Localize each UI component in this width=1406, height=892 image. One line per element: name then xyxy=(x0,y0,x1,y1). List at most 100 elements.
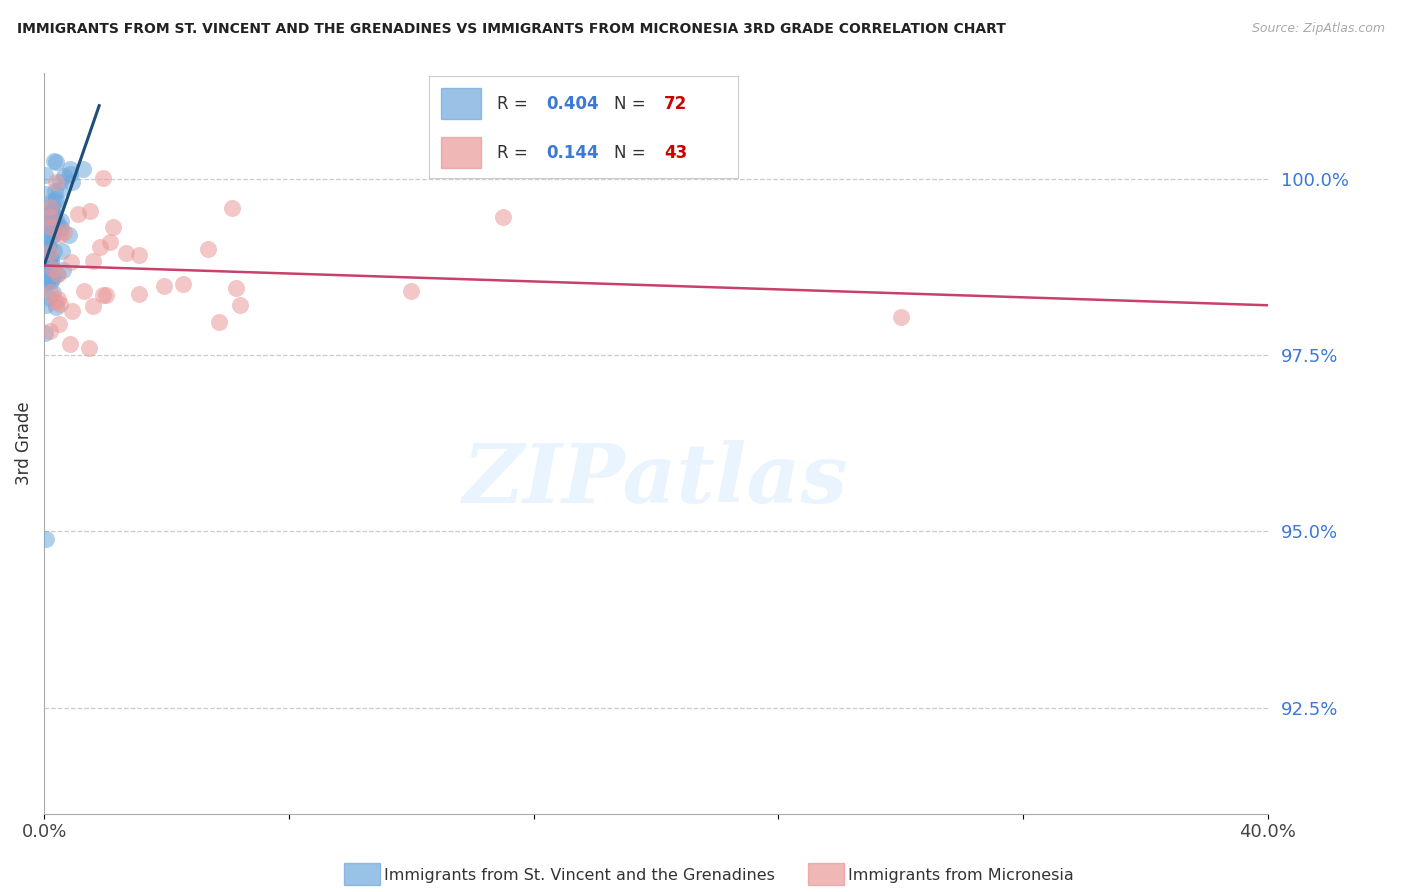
Point xyxy=(42,227,65,242)
Text: Immigrants from St. Vincent and the Grenadines: Immigrants from St. Vincent and the Gren… xyxy=(384,869,775,883)
Point xyxy=(45,294,67,309)
Point xyxy=(42,268,65,283)
Point xyxy=(35,242,58,256)
Point xyxy=(35,263,58,277)
Point xyxy=(45,192,67,206)
Text: Source: ZipAtlas.com: Source: ZipAtlas.com xyxy=(1251,22,1385,36)
Point xyxy=(41,205,63,219)
Point xyxy=(37,222,59,236)
Point xyxy=(35,250,58,264)
Point xyxy=(152,279,174,293)
Point xyxy=(44,194,66,208)
Point xyxy=(62,304,84,318)
Point xyxy=(48,183,70,197)
Point xyxy=(39,219,62,234)
Point xyxy=(39,255,62,269)
Point xyxy=(172,277,194,291)
Text: R =: R = xyxy=(496,95,533,112)
Point xyxy=(39,200,62,214)
Point xyxy=(34,220,56,235)
Point xyxy=(38,251,60,265)
Point xyxy=(48,317,70,331)
Point xyxy=(38,292,60,306)
Text: R =: R = xyxy=(496,144,533,161)
Point xyxy=(128,248,150,262)
Text: N =: N = xyxy=(614,95,651,112)
Point xyxy=(35,272,58,286)
Point xyxy=(34,214,56,228)
Point xyxy=(38,258,60,272)
Point xyxy=(79,204,101,219)
Text: N =: N = xyxy=(614,144,651,161)
Point xyxy=(82,299,104,313)
Point xyxy=(49,220,72,235)
Point xyxy=(34,209,56,223)
Point xyxy=(39,225,62,239)
Point xyxy=(52,263,75,277)
Point xyxy=(37,272,59,286)
Point xyxy=(492,210,515,224)
Point xyxy=(39,274,62,288)
Point xyxy=(399,284,422,298)
Point xyxy=(37,275,59,289)
Point xyxy=(45,175,67,189)
Point xyxy=(225,281,247,295)
Point xyxy=(48,293,70,307)
Point xyxy=(34,298,56,312)
Point xyxy=(77,341,100,355)
Point xyxy=(41,194,63,208)
Text: 43: 43 xyxy=(664,144,688,161)
Point xyxy=(73,285,96,299)
Point xyxy=(34,276,56,290)
Point xyxy=(98,235,121,250)
Point xyxy=(35,235,58,250)
Point xyxy=(59,254,82,268)
Point xyxy=(38,254,60,268)
Point xyxy=(101,219,124,234)
FancyBboxPatch shape xyxy=(441,137,481,168)
Point xyxy=(34,245,56,260)
Point xyxy=(53,169,76,183)
Point xyxy=(59,161,82,176)
Point xyxy=(45,267,67,281)
Point xyxy=(34,168,56,182)
Point xyxy=(41,205,63,219)
Point xyxy=(197,242,219,256)
Point xyxy=(42,153,65,168)
Point xyxy=(89,240,111,254)
Point xyxy=(72,162,94,177)
Point xyxy=(60,176,83,190)
Point xyxy=(35,532,58,546)
Text: Immigrants from Micronesia: Immigrants from Micronesia xyxy=(848,869,1074,883)
Point xyxy=(35,221,58,235)
Point xyxy=(38,202,60,216)
Point xyxy=(39,225,62,239)
Point xyxy=(39,210,62,224)
Point xyxy=(42,244,65,258)
Point xyxy=(128,287,150,301)
Point xyxy=(34,244,56,259)
Point xyxy=(42,285,65,300)
Point xyxy=(38,206,60,220)
Point xyxy=(35,254,58,268)
Point xyxy=(221,201,243,215)
Point xyxy=(39,245,62,260)
Point xyxy=(38,240,60,254)
Point xyxy=(41,272,63,286)
Point xyxy=(45,155,67,169)
Text: IMMIGRANTS FROM ST. VINCENT AND THE GRENADINES VS IMMIGRANTS FROM MICRONESIA 3RD: IMMIGRANTS FROM ST. VINCENT AND THE GREN… xyxy=(17,22,1005,37)
Point xyxy=(94,288,117,302)
Point xyxy=(38,262,60,277)
Point xyxy=(49,175,72,189)
Point xyxy=(34,227,56,242)
FancyBboxPatch shape xyxy=(441,88,481,119)
Text: ZIPatlas: ZIPatlas xyxy=(463,441,849,520)
Point xyxy=(42,262,65,277)
Point xyxy=(44,184,66,198)
Point xyxy=(229,298,252,312)
Point xyxy=(82,253,104,268)
Point xyxy=(890,310,912,324)
Point xyxy=(49,296,72,310)
Point xyxy=(91,171,114,186)
Point xyxy=(51,214,73,228)
